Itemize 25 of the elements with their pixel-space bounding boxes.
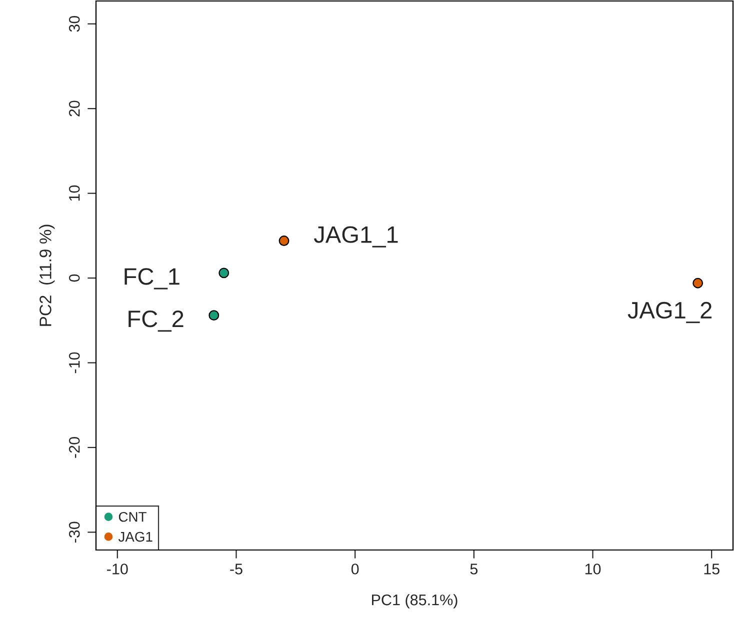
y-tick-label: -30: [68, 522, 80, 543]
x-tick-label: 5: [470, 564, 478, 574]
y-axis-title: PC2 (11.9 %): [39, 224, 55, 326]
x-tick-label: -5: [230, 564, 242, 574]
y-tick-label: 0: [68, 274, 80, 282]
point: [278, 236, 290, 246]
x-tick-label: 15: [704, 564, 720, 574]
y-tick-label: 20: [68, 100, 80, 116]
annotation: JAG1_2: [628, 302, 712, 324]
y-tick-label: -20: [68, 437, 80, 458]
point: [218, 268, 230, 278]
legend-label: CNT: [118, 512, 146, 522]
annotation: FC_1: [124, 268, 180, 290]
y-tick-label: 30: [68, 16, 80, 32]
x-tick-label: 0: [351, 564, 359, 574]
annotation: JAG1_1: [314, 226, 398, 248]
x-tick-label: -10: [107, 564, 128, 574]
point: [692, 278, 704, 288]
y-tick-label: -10: [68, 352, 80, 374]
x-axis-title: PC1 (85.1%): [372, 594, 458, 608]
annotation: FC_2: [128, 310, 184, 332]
y-tick-label: 10: [68, 185, 80, 201]
x-tick-label: 10: [585, 564, 601, 574]
legend-label: JAG1: [118, 532, 152, 542]
point: [208, 310, 220, 321]
